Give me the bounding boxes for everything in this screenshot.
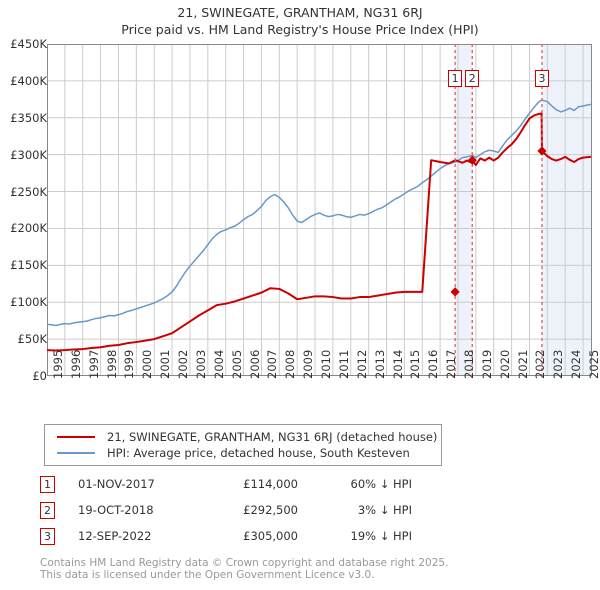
- transaction-index-badge: 3: [40, 528, 55, 545]
- table-row: 3 12-SEP-2022 £305,000 19% ↓ HPI: [40, 526, 460, 552]
- x-axis-tick-label: 2005: [229, 349, 244, 379]
- x-axis-tick-label: 2011: [336, 349, 351, 379]
- x-axis-tick-label: 2022: [533, 349, 548, 379]
- transaction-date: 19-OCT-2018: [78, 503, 154, 517]
- x-axis-tick-label: 2017: [444, 349, 459, 379]
- transaction-hpi-delta: 60% ↓ HPI: [350, 477, 412, 491]
- legend-color-swatch: [57, 452, 95, 454]
- x-axis-tick-label: 1998: [104, 349, 119, 379]
- transaction-price: £292,500: [243, 503, 298, 517]
- x-axis-tick-label: 2015: [408, 349, 423, 379]
- x-axis-tick-label: 1996: [68, 349, 83, 379]
- x-axis-tick-label: 2024: [569, 349, 584, 379]
- x-axis-tick-label: 2003: [193, 349, 208, 379]
- x-axis-tick-label: 2018: [461, 349, 476, 379]
- x-axis-tick-label: 1999: [122, 349, 137, 379]
- x-axis-tick-label: 1995: [51, 349, 65, 379]
- x-axis-tick-label: 1997: [86, 349, 101, 379]
- x-axis-tick-label: 2021: [515, 349, 530, 379]
- transaction-index-badge: 1: [40, 476, 55, 493]
- transaction-price: £305,000: [243, 529, 298, 543]
- transaction-hpi-delta: 3% ↓ HPI: [357, 503, 412, 517]
- transaction-hpi-delta: 19% ↓ HPI: [350, 529, 412, 543]
- x-axis-tick-label: 2009: [301, 349, 316, 379]
- x-axis-tick-label: 2004: [211, 349, 226, 379]
- x-axis-tick-label: 2008: [283, 349, 298, 379]
- x-axis-tick-label: 2019: [479, 349, 494, 379]
- x-axis-tick-label: 2006: [247, 349, 262, 379]
- x-axis-tick-label: 2007: [265, 349, 280, 379]
- y-axis-tick-label: £150K: [10, 258, 47, 273]
- y-axis-tick-label: £250K: [10, 184, 47, 199]
- x-axis-tick-label: 2013: [372, 349, 387, 379]
- x-axis-tick-label: 2016: [426, 349, 441, 379]
- transaction-index-badge: 2: [40, 502, 55, 519]
- x-axis-tick-label: 2000: [140, 349, 155, 379]
- y-axis-tick-label: £450K: [10, 37, 47, 51]
- page-title: 21, SWINEGATE, GRANTHAM, NG31 6RJ: [177, 5, 423, 20]
- y-axis-tick-label: £400K: [10, 73, 47, 88]
- x-axis-tick-label: 2020: [497, 349, 512, 379]
- footer: Contains HM Land Registry data © Crown c…: [40, 557, 580, 581]
- legend-label: HPI: Average price, detached house, Sout…: [107, 446, 410, 460]
- y-axis-tick-label: £200K: [10, 221, 47, 236]
- y-axis-tick-label: £0: [32, 369, 47, 383]
- chart-area: £0 £50K £100K £150K £200K £250K £300K £350K £400…: [0, 37, 600, 383]
- footer-line-2: This data is licensed under the Open Gov…: [40, 569, 375, 581]
- legend-label: 21, SWINEGATE, GRANTHAM, NG31 6RJ (detac…: [107, 430, 438, 444]
- chart-legend: 21, SWINEGATE, GRANTHAM, NG31 6RJ (detac…: [44, 424, 442, 466]
- table-row: 2 19-OCT-2018 £292,500 3% ↓ HPI: [40, 500, 460, 526]
- legend-color-swatch: [57, 436, 95, 438]
- transactions-table: 1 01-NOV-2017 £114,000 60% ↓ HPI 2 19-OCT-201…: [40, 474, 460, 552]
- y-axis-tick-label: £100K: [10, 295, 47, 310]
- marker-badge-1: 1: [448, 70, 463, 87]
- x-axis-tick-label: 2002: [176, 349, 191, 379]
- x-axis-tick-label: 2023: [551, 349, 566, 379]
- transaction-date: 12-SEP-2022: [78, 529, 152, 543]
- x-axis-tick-label: 2001: [158, 349, 173, 379]
- marker-badge-3: 3: [534, 70, 549, 87]
- transaction-price: £114,000: [243, 477, 298, 491]
- footer-line-1: Contains HM Land Registry data © Crown c…: [40, 557, 449, 569]
- x-axis-tick-label: 2010: [319, 349, 334, 379]
- title-block: 21, SWINEGATE, GRANTHAM, NG31 6RJ Price …: [0, 4, 600, 38]
- marker-badge-2: 2: [465, 70, 480, 87]
- y-axis-tick-label: £350K: [10, 110, 47, 125]
- legend-item-1: HPI: Average price, detached house, Sout…: [51, 445, 435, 461]
- plot-canvas: [47, 44, 592, 376]
- x-axis-tick-label: 2025: [587, 349, 600, 379]
- y-axis-tick-label: £50K: [17, 332, 48, 347]
- y-axis-tick-label: £300K: [10, 147, 47, 162]
- page-subtitle: Price paid vs. HM Land Registry's House …: [121, 22, 479, 37]
- transaction-date: 01-NOV-2017: [78, 477, 155, 491]
- x-axis-tick-label: 2012: [354, 349, 369, 379]
- table-row: 1 01-NOV-2017 £114,000 60% ↓ HPI: [40, 474, 460, 500]
- legend-item-0: 21, SWINEGATE, GRANTHAM, NG31 6RJ (detac…: [51, 429, 438, 445]
- x-axis-tick-label: 2014: [390, 349, 405, 379]
